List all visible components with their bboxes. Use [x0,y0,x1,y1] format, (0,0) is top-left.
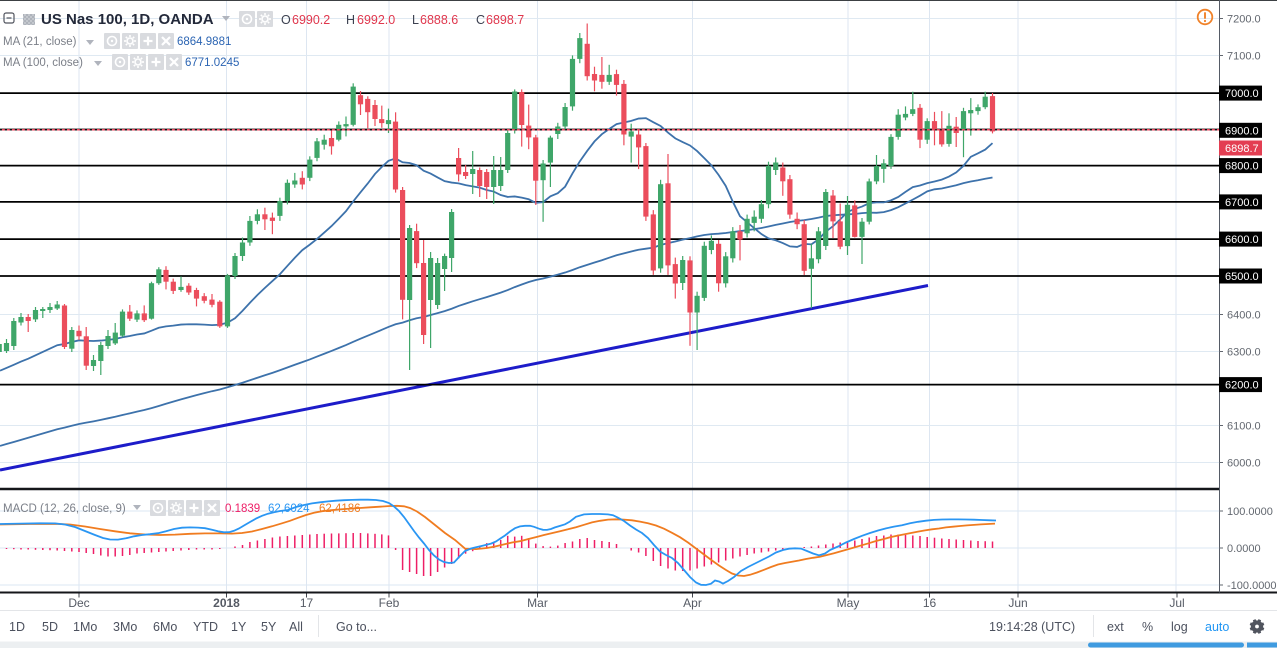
svg-text:16: 16 [923,596,937,610]
svg-text:May: May [837,596,860,610]
svg-text:6Mo: 6Mo [153,620,177,634]
svg-text:6898.7: 6898.7 [1225,143,1259,155]
svg-text:6888.6: 6888.6 [420,13,458,27]
svg-text:%: % [1142,620,1153,634]
svg-text:log: log [1171,620,1188,634]
svg-text:Mar: Mar [527,596,548,610]
svg-text:62,6024: 62,6024 [268,503,310,515]
svg-text:H: H [346,13,355,27]
svg-text:MACD (12, 26, close, 9): MACD (12, 26, close, 9) [3,503,126,515]
svg-text:auto: auto [1205,620,1229,634]
svg-text:6771.0245: 6771.0245 [185,57,239,69]
svg-text:6100.0: 6100.0 [1227,421,1261,433]
svg-text:6200.0: 6200.0 [1225,380,1259,392]
svg-text:6864.9881: 6864.9881 [177,36,231,48]
svg-text:O: O [281,13,291,27]
svg-text:Jul: Jul [1169,596,1184,610]
svg-text:6990.2: 6990.2 [292,13,330,27]
svg-text:7100.0: 7100.0 [1227,51,1261,63]
svg-text:1Y: 1Y [231,620,247,634]
svg-text:6500.0: 6500.0 [1225,271,1259,283]
svg-text:3Mo: 3Mo [113,620,137,634]
svg-text:6300.0: 6300.0 [1227,347,1261,359]
svg-text:6800.0: 6800.0 [1225,161,1259,173]
svg-text:Feb: Feb [379,596,400,610]
svg-text:1D: 1D [9,620,25,634]
svg-text:7200.0: 7200.0 [1227,14,1261,26]
svg-text:6898.7: 6898.7 [486,13,524,27]
svg-text:MA (100, close): MA (100, close) [3,57,83,69]
svg-text:100.0000: 100.0000 [1227,506,1273,518]
svg-text:6000.0: 6000.0 [1227,458,1261,470]
svg-text:MA (21, close): MA (21, close) [3,36,77,48]
svg-text:62,4186: 62,4186 [319,503,361,515]
svg-text:-100.0000: -100.0000 [1227,580,1277,592]
svg-text:Apr: Apr [683,596,702,610]
svg-text:US Nas 100, 1D, OANDA: US Nas 100, 1D, OANDA [41,11,214,28]
svg-text:1Mo: 1Mo [73,620,97,634]
svg-text:6900.0: 6900.0 [1225,125,1259,137]
svg-text:L: L [412,13,419,27]
svg-text:YTD: YTD [193,620,218,634]
svg-text:All: All [289,620,303,634]
svg-text:7000.0: 7000.0 [1225,88,1259,100]
svg-text:Jun: Jun [1008,596,1027,610]
svg-text:0.0000: 0.0000 [1227,543,1261,555]
svg-text:C: C [476,13,485,27]
svg-text:5D: 5D [42,620,58,634]
svg-text:5Y: 5Y [261,620,277,634]
svg-text:Dec: Dec [68,596,89,610]
svg-text:0.1839: 0.1839 [225,503,260,515]
svg-text:19:14:28 (UTC): 19:14:28 (UTC) [989,620,1075,634]
svg-text:Go to...: Go to... [336,620,377,634]
svg-text:17: 17 [300,596,314,610]
svg-text:6400.0: 6400.0 [1227,310,1261,322]
svg-text:6700.0: 6700.0 [1225,197,1259,209]
svg-text:ext: ext [1107,620,1124,634]
svg-text:2018: 2018 [213,596,240,610]
svg-text:6600.0: 6600.0 [1225,234,1259,246]
svg-text:6992.0: 6992.0 [357,13,395,27]
